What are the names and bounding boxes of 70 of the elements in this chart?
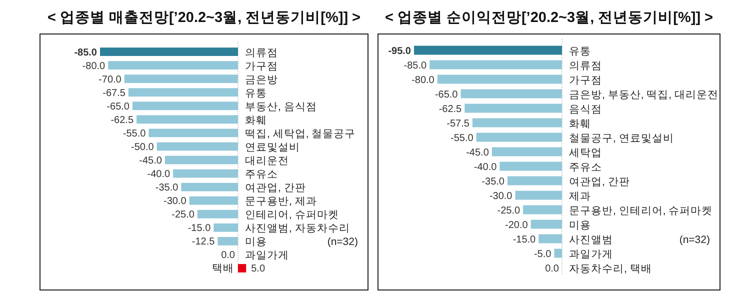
y-tick-label: 과일가게 — [245, 250, 289, 262]
data-label: -67.5 — [102, 88, 126, 99]
y-tick-label: 미용 — [569, 219, 591, 232]
text: (n=32) — [679, 234, 710, 246]
data-label: -5.0 — [534, 248, 552, 260]
y-tick-label: 유통 — [569, 45, 591, 58]
data-label: -85.0 — [404, 60, 428, 72]
y-tick-label: 연료및설비 — [245, 141, 300, 154]
data-label: -62.5 — [110, 114, 134, 126]
y-tick-label: 부동산, 음식점 — [245, 100, 317, 113]
data-label: -40.0 — [147, 169, 170, 180]
data-label: -55.0 — [450, 132, 474, 144]
data-label: -40.0 — [474, 162, 498, 173]
y-tick-label: 택배 — [212, 262, 234, 275]
y-tick-label: 인테리어, 슈퍼마켓 — [245, 209, 339, 222]
chart-title: < 업종별 순이익전망[’20.2~3월, 전년동기비[%]] > — [384, 10, 714, 26]
data-label: -25.0 — [172, 210, 195, 221]
y-tick-label: 사진앨범, 자동차수리 — [245, 222, 350, 235]
data-label: 0.0 — [545, 263, 560, 274]
y-tick-label: 음식점 — [569, 103, 602, 116]
data-label: -80.0 — [82, 60, 106, 72]
y-tick-label: 화훼 — [569, 118, 591, 130]
y-tick-label: 여관업, 간판 — [569, 176, 630, 188]
data-label: -15.0 — [512, 234, 536, 246]
y-tick-label: 의류점 — [245, 46, 278, 59]
y-tick-label: 문구용반, 인테리어, 슈퍼마켓 — [569, 204, 713, 217]
data-label: -65.0 — [434, 89, 458, 100]
y-tick-label: 대리운전 — [245, 155, 289, 167]
chart-title: < 업종별 매출전망[’20.2~3월, 전년동기비[%]] > — [47, 10, 361, 26]
data-label: -35.0 — [155, 182, 179, 194]
data-label: 5.0 — [251, 264, 266, 275]
data-label: -70.0 — [98, 74, 122, 86]
y-tick-label: 가구점 — [569, 74, 602, 86]
data-label: -15.0 — [188, 223, 212, 234]
y-tick-label: 사진앨범 — [569, 234, 613, 246]
y-tick-label: 주유소 — [245, 168, 278, 181]
data-label: -25.0 — [497, 205, 520, 216]
text: (n=32) — [327, 236, 358, 248]
y-tick-label: 자동차수리, 택배 — [569, 262, 652, 275]
data-label: -80.0 — [412, 74, 435, 86]
data-label: -45.0 — [466, 147, 490, 158]
y-tick-label: 금은방, 부동산, 떡집, 대리운전 — [569, 88, 719, 101]
y-tick-label: 금은방 — [245, 74, 278, 86]
y-tick-label: 화훼 — [245, 114, 267, 126]
data-label: -30.0 — [489, 190, 513, 202]
y-tick-label: 문구용반, 제과 — [245, 196, 317, 208]
y-tick-label: 주유소 — [569, 161, 602, 174]
data-label: -50.0 — [131, 142, 154, 153]
y-tick-label: 미용 — [245, 236, 267, 248]
y-tick-label: 떡집, 세탁업, 철물공구 — [245, 128, 356, 140]
data-label: -35.0 — [482, 176, 505, 188]
y-tick-label: 여관업, 간판 — [245, 182, 306, 194]
data-label: -30.0 — [163, 196, 187, 208]
y-tick-label: 유통 — [245, 87, 267, 100]
data-label: -12.5 — [192, 236, 216, 248]
y-tick-label: 과일가게 — [569, 248, 613, 260]
data-label: -62.5 — [438, 104, 462, 115]
y-tick-label: 세탁업 — [569, 146, 602, 159]
y-tick-label: 가구점 — [245, 60, 278, 72]
y-tick-label: 의류점 — [569, 60, 602, 72]
data-label: -57.5 — [446, 118, 470, 130]
data-label: -55.0 — [122, 128, 146, 140]
y-tick-label: 철물공구, 연료및설비 — [569, 132, 674, 144]
data-label: -20.0 — [505, 220, 528, 231]
data-label: -45.0 — [139, 156, 162, 166]
data-label: -65.0 — [106, 101, 130, 112]
data-label: 0.0 — [221, 250, 236, 262]
y-tick-label: 제과 — [569, 190, 591, 202]
data-label: -95.0 — [388, 46, 412, 57]
data-label: -85.0 — [74, 47, 98, 58]
